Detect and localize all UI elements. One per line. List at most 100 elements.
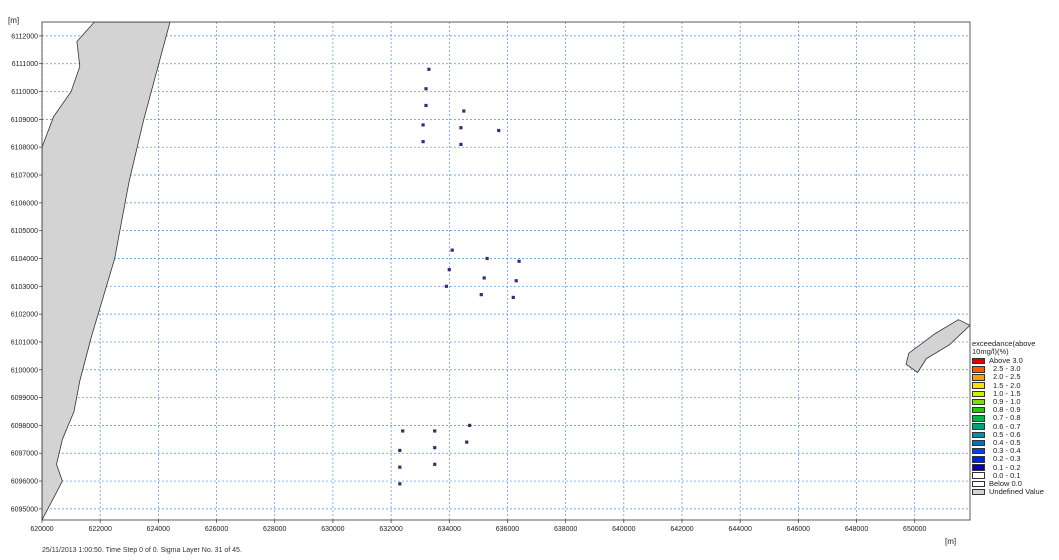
data-point: [433, 446, 437, 450]
y-tick-label: 6104000: [11, 256, 38, 263]
legend-label: 1.0 - 1.5: [993, 388, 1021, 398]
legend-item: 0.8 - 0.9: [972, 406, 1058, 414]
y-tick-label: 6111000: [12, 61, 38, 68]
legend-label: 2.5 - 3.0: [993, 364, 1021, 374]
data-point: [398, 482, 402, 486]
x-tick-label: 628000: [263, 526, 286, 533]
legend-label: 0.3 - 0.4: [993, 446, 1021, 456]
legend-item: Above 3.0: [972, 357, 1058, 365]
x-tick-label: 632000: [379, 526, 402, 533]
legend-swatch: [972, 374, 985, 381]
data-point: [450, 248, 454, 252]
legend-swatch: [972, 439, 985, 447]
data-point: [465, 440, 469, 444]
data-point: [424, 103, 428, 108]
legend-item: Below 0.0: [972, 478, 1058, 488]
x-tick-label: 620000: [30, 526, 53, 533]
legend-label: 1.5 - 2.0: [993, 380, 1021, 390]
y-tick-label: 6105000: [11, 228, 38, 235]
legend-swatch: [972, 406, 985, 414]
data-point: [398, 465, 402, 469]
data-point: [517, 259, 521, 263]
y-tick-label: 6096000: [11, 479, 38, 486]
x-tick-label: 630000: [321, 526, 344, 533]
x-tick-label: 650000: [903, 526, 926, 533]
y-tick-label: 6102000: [11, 312, 38, 319]
legend-label: 0.5 - 0.6: [993, 429, 1021, 439]
legend-item: Undefined Value: [972, 488, 1058, 496]
legend-swatch: [972, 480, 985, 488]
x-tick-label: 640000: [612, 526, 635, 533]
legend-label: Above 3.0: [989, 356, 1023, 366]
data-point: [462, 109, 466, 113]
legend-items: Above 3.0 2.5 - 3.0 2.0 - 2.5 1.5 - 2.0 1.0 …: [972, 357, 1058, 496]
y-tick-label: 6101000: [11, 339, 38, 346]
x-tick-label: 644000: [729, 526, 752, 533]
x-tick-label: 636000: [496, 526, 519, 533]
land-area-west-coast: [42, 22, 171, 520]
legend-swatch: [972, 423, 985, 430]
legend-item: 2.5 - 3.0: [972, 365, 1058, 373]
data-point: [401, 429, 405, 433]
y-tick-label: 6108000: [11, 145, 38, 152]
x-tick-label: 638000: [554, 526, 577, 533]
legend-swatch: [972, 382, 985, 389]
legend-item: 0.5 - 0.6: [972, 429, 1058, 439]
data-point: [485, 256, 489, 261]
legend-label: 0.4 - 0.5: [993, 437, 1021, 447]
x-tick-label: 646000: [787, 526, 810, 533]
legend-label: 0.0 - 0.1: [993, 470, 1021, 480]
legend-swatch: [972, 398, 985, 406]
data-point: [433, 462, 437, 466]
legend-item: 0.1 - 0.2: [972, 463, 1058, 471]
legend-title-line2: 10mg/l)(%): [972, 347, 1009, 356]
data-point: [447, 268, 451, 272]
legend-item: 0.2 - 0.3: [972, 455, 1058, 463]
data-point: [459, 142, 463, 147]
legend-label: 0.6 - 0.7: [993, 421, 1021, 431]
legend-item: 0.6 - 0.7: [972, 421, 1058, 431]
legend-swatch: [972, 456, 985, 463]
y-tick-label: 6103000: [11, 284, 38, 291]
legend-swatch: [972, 488, 985, 496]
legend-swatch: [972, 357, 985, 365]
data-point: [444, 284, 448, 288]
legend-label: Below 0.0: [989, 478, 1022, 488]
legend-label: 0.2 - 0.3: [993, 454, 1021, 464]
legend-label: 0.1 - 0.2: [993, 462, 1021, 472]
data-point: [459, 126, 463, 130]
y-tick-label: 6112000: [11, 33, 38, 40]
legend-swatch: [972, 464, 985, 471]
legend-item: 2.0 - 2.5: [972, 373, 1058, 381]
legend-swatch: [972, 366, 985, 373]
legend-title: exceedance(above 10mg/l)(%): [972, 340, 1058, 356]
legend-swatch: [972, 431, 985, 439]
legend-label: 0.7 - 0.8: [993, 413, 1021, 423]
data-point: [468, 423, 472, 428]
legend-label: 0.8 - 0.9: [993, 405, 1021, 415]
data-point: [497, 128, 501, 133]
y-tick-label: 6106000: [11, 200, 38, 207]
legend-item: 0.9 - 1.0: [972, 398, 1058, 406]
data-point: [421, 140, 425, 144]
data-point: [514, 279, 518, 283]
legend-item: 0.0 - 0.1: [972, 470, 1058, 480]
legend-item: 0.4 - 0.5: [972, 437, 1058, 447]
plot-area: [42, 22, 970, 520]
legend: exceedance(above 10mg/l)(%) Above 3.0 2.5…: [972, 340, 1058, 496]
x-tick-label: 624000: [147, 526, 170, 533]
data-point: [421, 123, 425, 127]
data-point: [482, 276, 486, 280]
y-tick-label: 6110000: [11, 89, 38, 96]
y-tick-label: 6095000: [11, 506, 38, 513]
y-tick-label: 6098000: [11, 423, 38, 430]
data-point: [427, 67, 431, 71]
data-point: [479, 293, 483, 297]
data-point: [511, 295, 515, 300]
y-tick-label: 6097000: [11, 451, 38, 458]
data-point: [398, 448, 402, 453]
x-tick-label: 634000: [438, 526, 461, 533]
legend-title-line1: exceedance(above: [972, 339, 1036, 348]
legend-label: 0.9 - 1.0: [993, 397, 1021, 407]
legend-item: 1.0 - 1.5: [972, 388, 1058, 398]
